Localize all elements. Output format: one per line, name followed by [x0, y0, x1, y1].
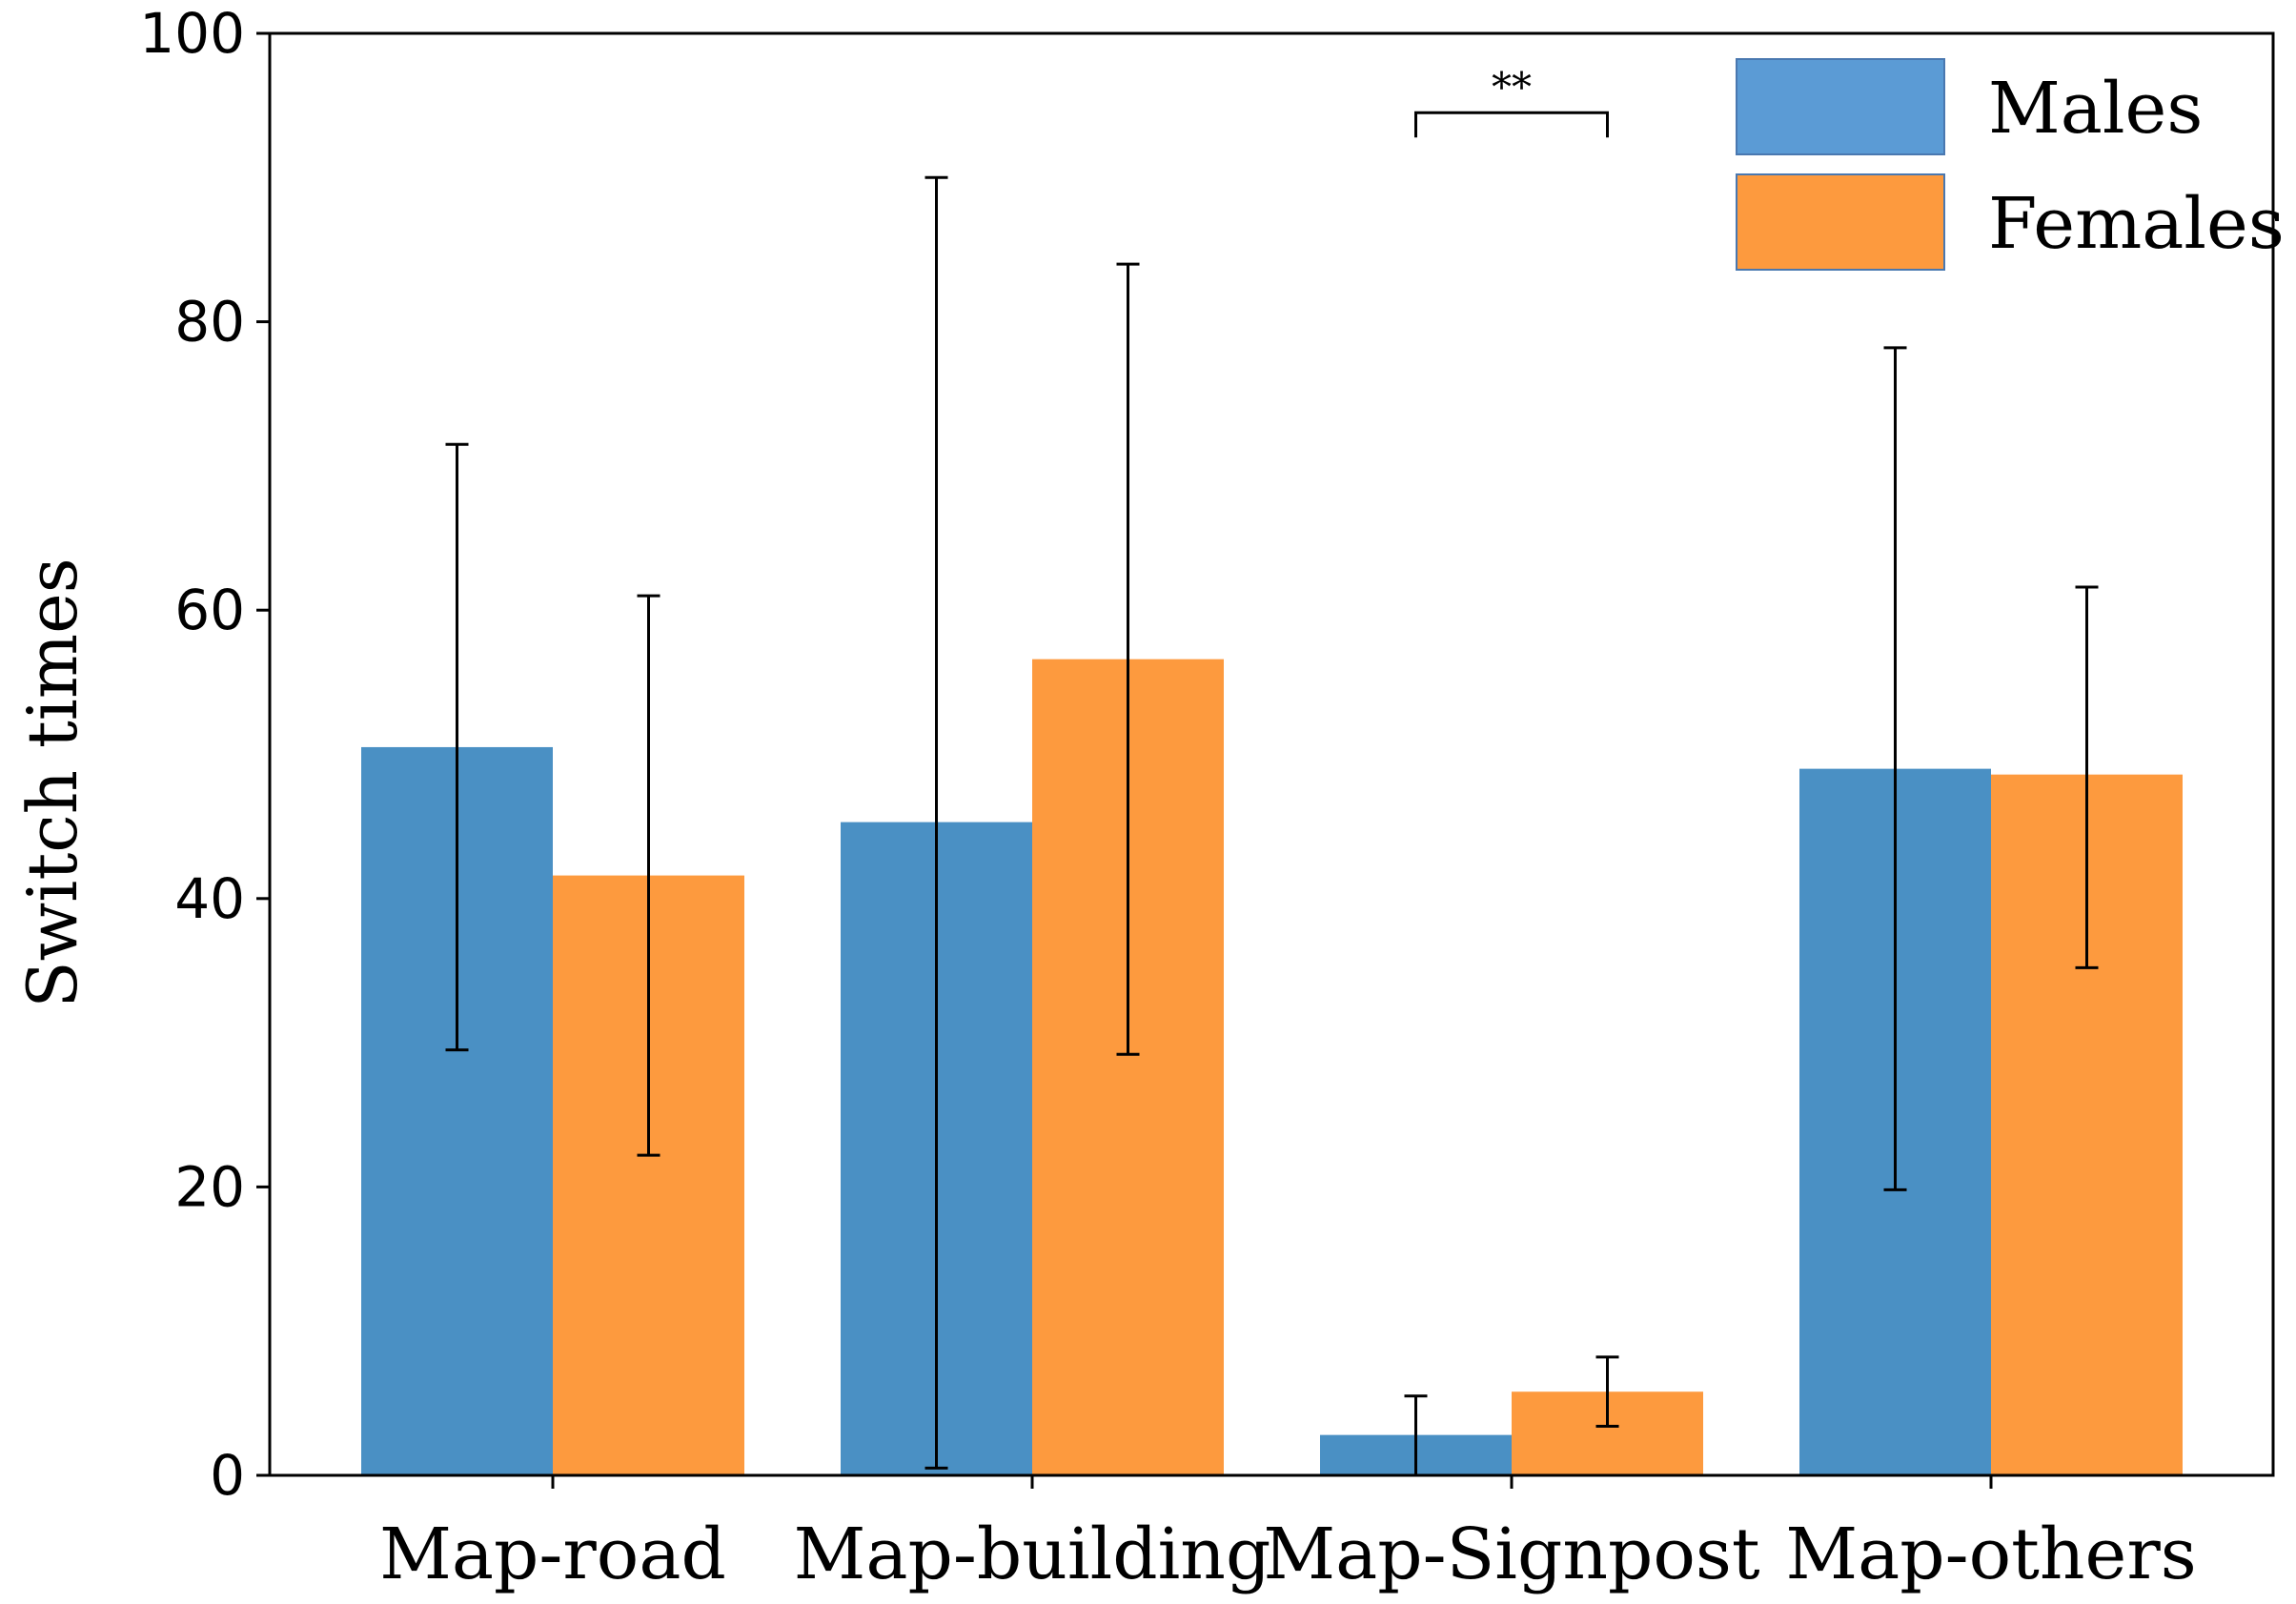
significance-bracket: **	[1414, 64, 1609, 138]
error-bar-males-4	[1883, 346, 1907, 1191]
error-bar-males-2	[924, 175, 948, 1470]
error-bar-females-3	[1595, 1355, 1619, 1429]
legend-label-males: Males	[1988, 68, 2203, 150]
error-bar-males-1	[445, 442, 469, 1052]
x-tick-label: Map-building	[794, 1513, 1271, 1595]
x-tick-label: Map-road	[379, 1513, 726, 1595]
significance-label: **	[1492, 64, 1532, 111]
significance-bracket-line	[1414, 111, 1609, 138]
x-tick-label: Map-others	[1785, 1513, 2196, 1595]
axes: 0 20 40 60 80 100 Map-road Map-buildingMap-Sign…	[12, 1, 2275, 1595]
error-bar-females-4	[2075, 585, 2099, 969]
legend-swatch-females	[1736, 173, 1945, 271]
plot-area: **	[361, 64, 2183, 1477]
x-tick-label: Map-Signpost	[1263, 1513, 1760, 1595]
y-axis-title: Switch times	[12, 558, 92, 1007]
legend: Males Females	[1736, 58, 2285, 271]
y-tick-label: 80	[174, 290, 245, 355]
y-tick-label: 40	[174, 866, 245, 931]
error-bar-females-1	[637, 594, 660, 1157]
y-tick-label: 0	[210, 1443, 245, 1508]
legend-swatch-males	[1736, 58, 1945, 155]
error-bar-females-2	[1116, 262, 1140, 1056]
y-tick-label: 60	[174, 578, 245, 642]
y-tick-label: 20	[174, 1154, 245, 1219]
legend-label-females: Females	[1988, 183, 2285, 265]
y-tick-label: 100	[139, 1, 245, 66]
axes-frame	[268, 31, 2275, 1477]
